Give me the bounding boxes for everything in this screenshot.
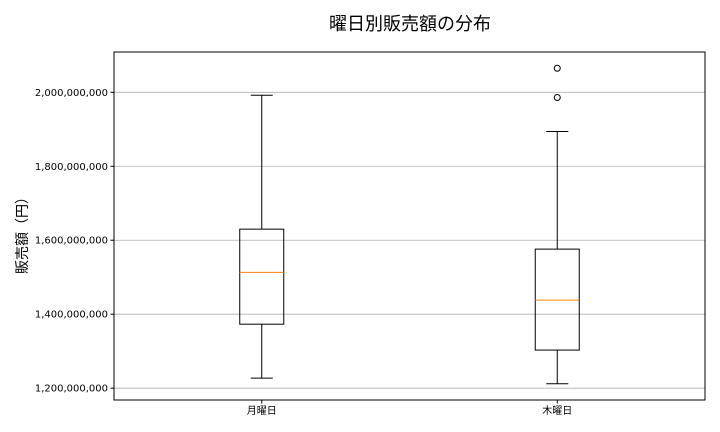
plot-area-frame (113, 51, 706, 401)
chart-title: 曜日別販売額の分布 (329, 14, 491, 35)
outlier-point (553, 64, 561, 72)
y-tick-label: 1,200,000,000 (35, 384, 108, 395)
x-tick-label: 木曜日 (542, 405, 572, 417)
box-iqr (534, 248, 580, 351)
y-tick-label: 1,800,000,000 (35, 162, 108, 173)
x-tick-label: 月曜日 (247, 405, 277, 417)
outlier-point (553, 93, 561, 101)
y-tick-label: 2,000,000,000 (35, 88, 108, 99)
box-iqr (239, 228, 285, 325)
y-tick-label: 1,600,000,000 (35, 236, 108, 247)
y-tick-label: 1,400,000,000 (35, 310, 108, 321)
y-axis-label: 販売額（円） (15, 190, 31, 274)
